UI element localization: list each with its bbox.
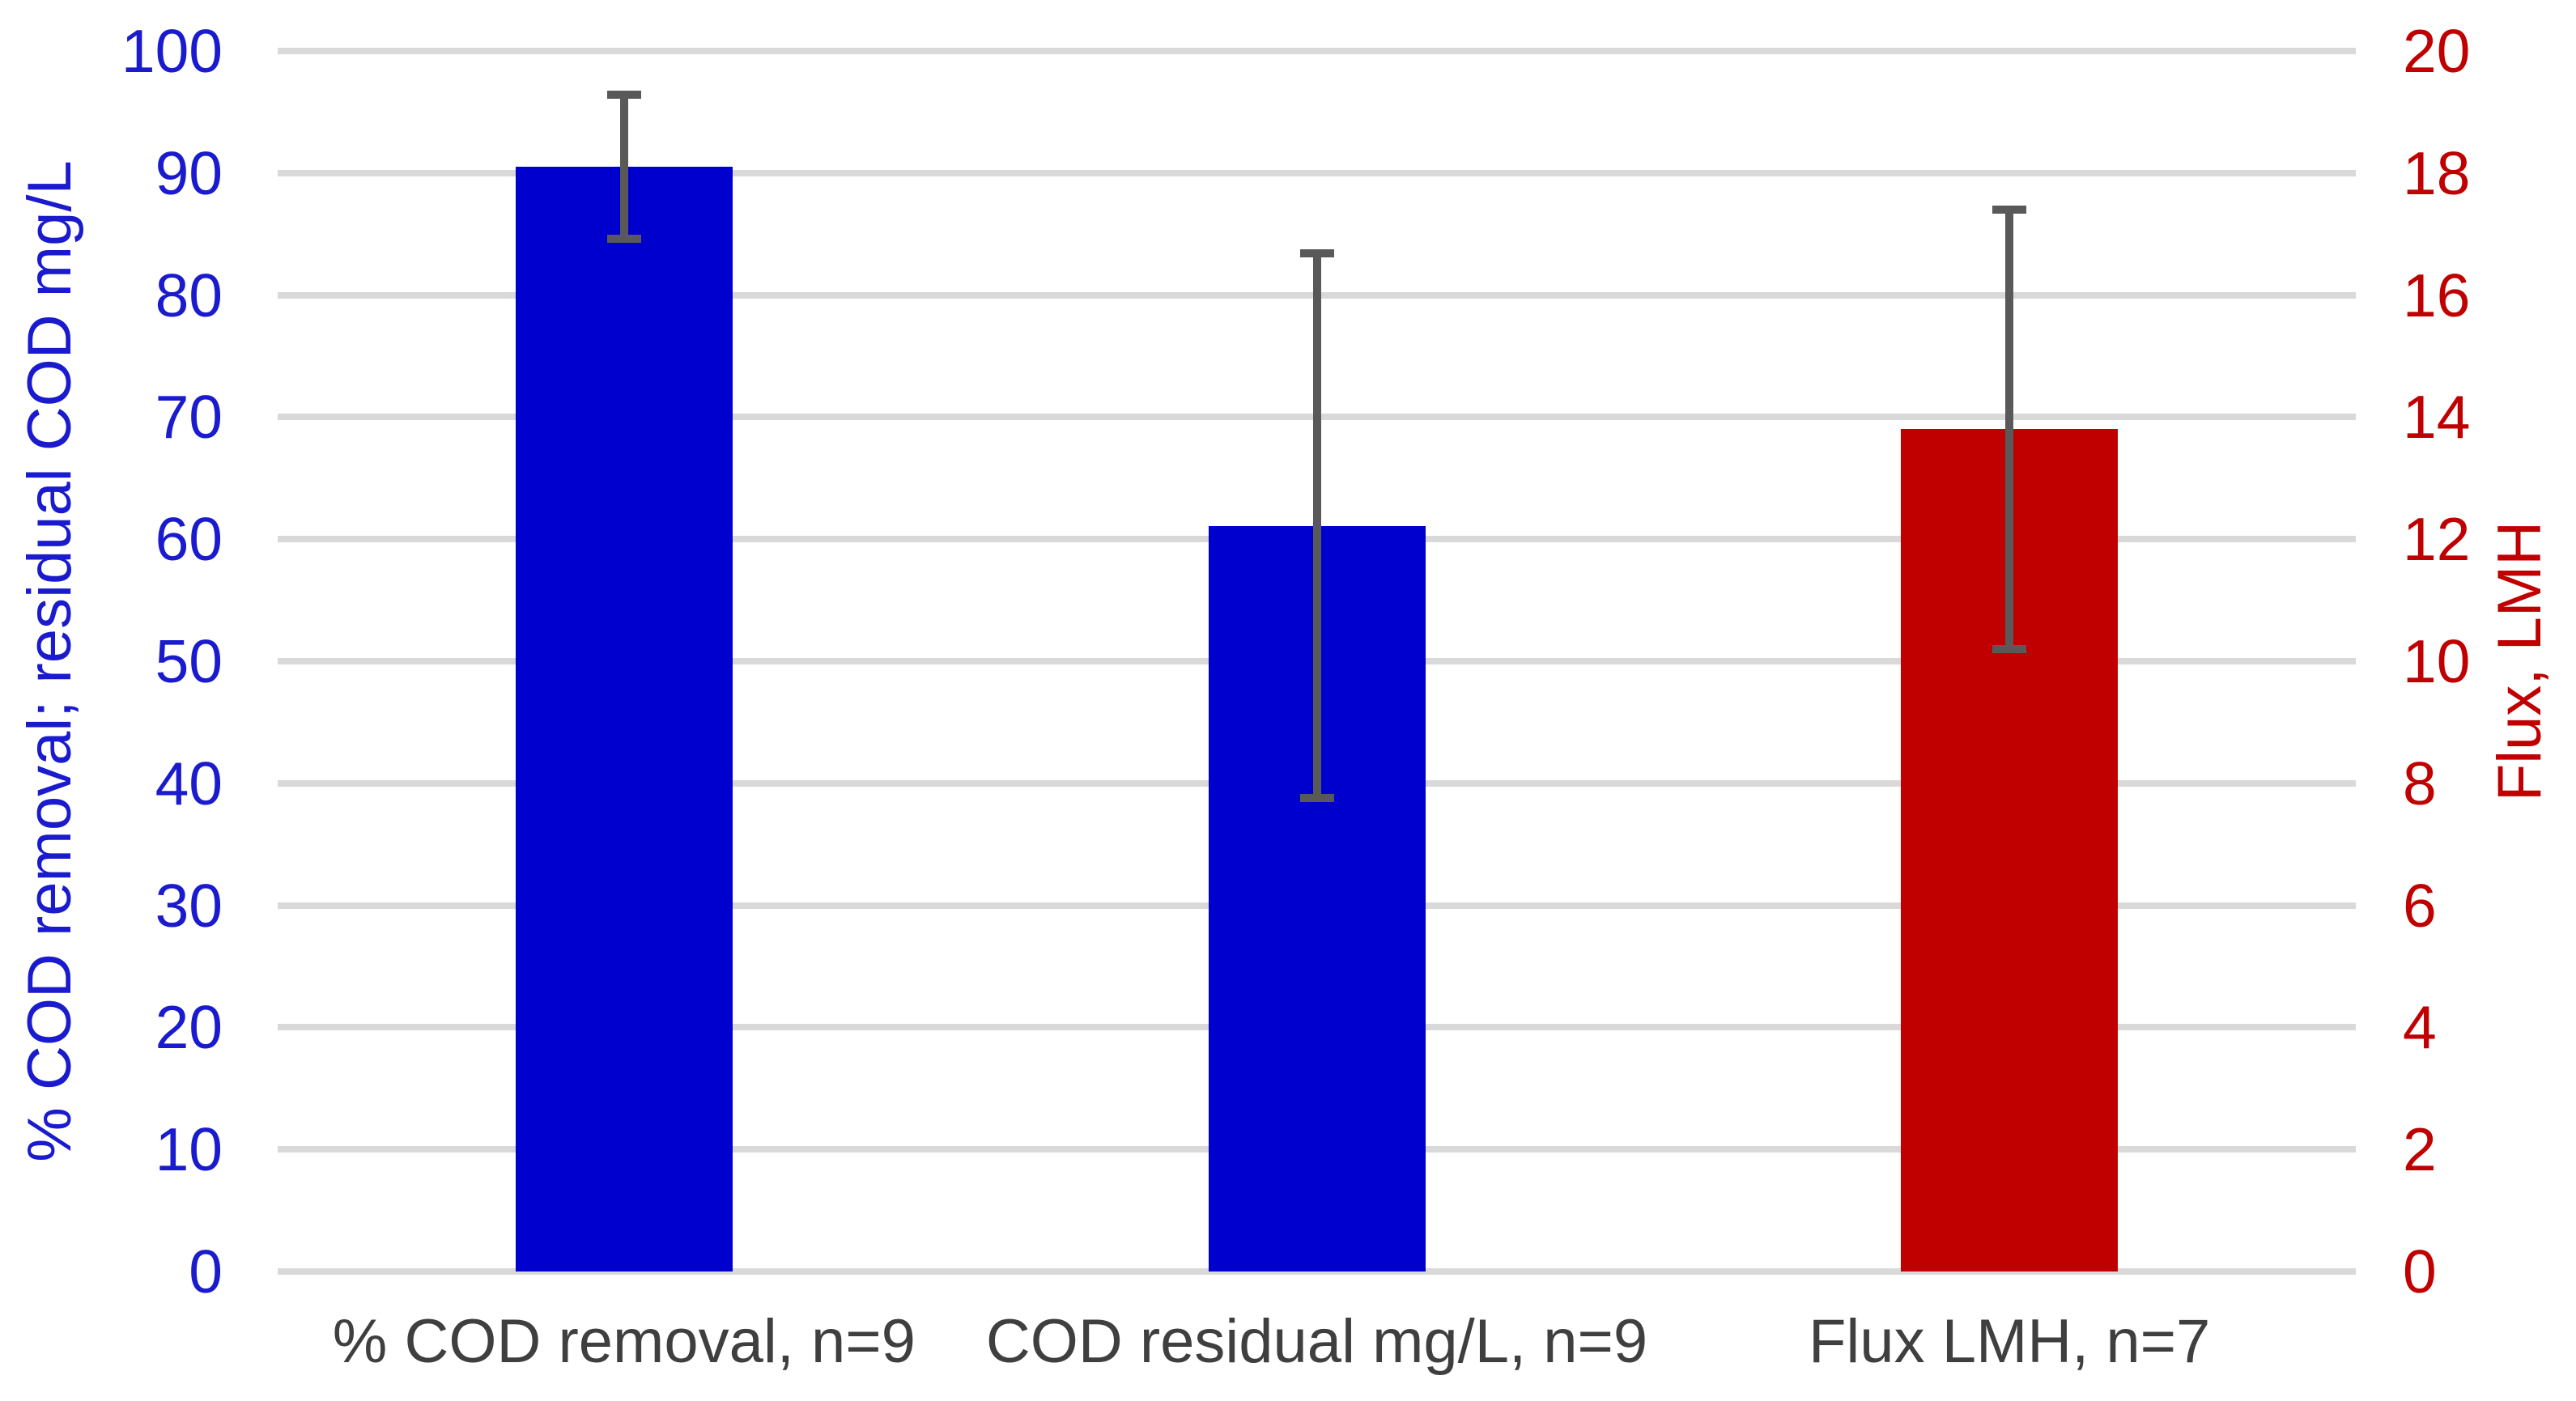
right-axis-tick-14: 14	[2403, 383, 2471, 452]
category-label-3: Flux LMH, n=7	[1809, 1307, 2211, 1376]
right-axis-tick-12: 12	[2403, 505, 2471, 574]
error-bar-cap-bottom-3	[1992, 644, 2027, 653]
error-bar-cap-top-3	[1992, 206, 2027, 214]
error-bar-cap-bottom-2	[1299, 793, 1334, 802]
left-axis-tick-30: 30	[155, 871, 223, 940]
left-axis-tick-70: 70	[155, 383, 223, 452]
left-axis-tick-0: 0	[189, 1238, 223, 1305]
right-axis-tick-16: 16	[2403, 261, 2471, 329]
left-axis-tick-60: 60	[155, 505, 223, 574]
gridline-0	[278, 1268, 2356, 1275]
plot-area	[278, 48, 2356, 1275]
right-axis-tick-6: 6	[2403, 871, 2437, 940]
error-bar-cap-top-2	[1299, 249, 1334, 258]
left-axis-tick-50: 50	[155, 627, 223, 695]
error-bar-line-1	[619, 95, 628, 240]
right-axis-tick-4: 4	[2403, 993, 2437, 1062]
category-label-2: COD residual mg/L, n=9	[985, 1307, 1648, 1376]
left-axis-tick-80: 80	[155, 261, 223, 329]
category-label-1: % COD removal, n=9	[332, 1307, 916, 1376]
gridline-100	[278, 48, 2356, 54]
gridline-90	[278, 169, 2356, 176]
right-axis-tick-0: 0	[2403, 1238, 2437, 1305]
error-bar-cap-top-1	[606, 91, 641, 100]
error-bar-line-3	[2005, 210, 2014, 649]
right-axis-tick-18: 18	[2403, 138, 2471, 207]
right-axis-tick-2: 2	[2403, 1115, 2437, 1184]
left-axis-tick-40: 40	[155, 749, 223, 817]
error-bar-cap-bottom-1	[606, 235, 641, 244]
left-axis-tick-90: 90	[155, 138, 223, 207]
left-axis-tick-100: 100	[121, 17, 223, 85]
left-axis-tick-20: 20	[155, 993, 223, 1062]
left-axis-tick-10: 10	[155, 1115, 223, 1184]
right-axis-title: Flux, LMH	[2485, 520, 2554, 802]
error-bar-line-2	[1312, 253, 1321, 798]
right-axis-tick-8: 8	[2403, 749, 2437, 817]
right-axis-tick-10: 10	[2403, 627, 2471, 695]
bar-1	[515, 167, 733, 1272]
right-axis-tick-20: 20	[2403, 17, 2471, 85]
